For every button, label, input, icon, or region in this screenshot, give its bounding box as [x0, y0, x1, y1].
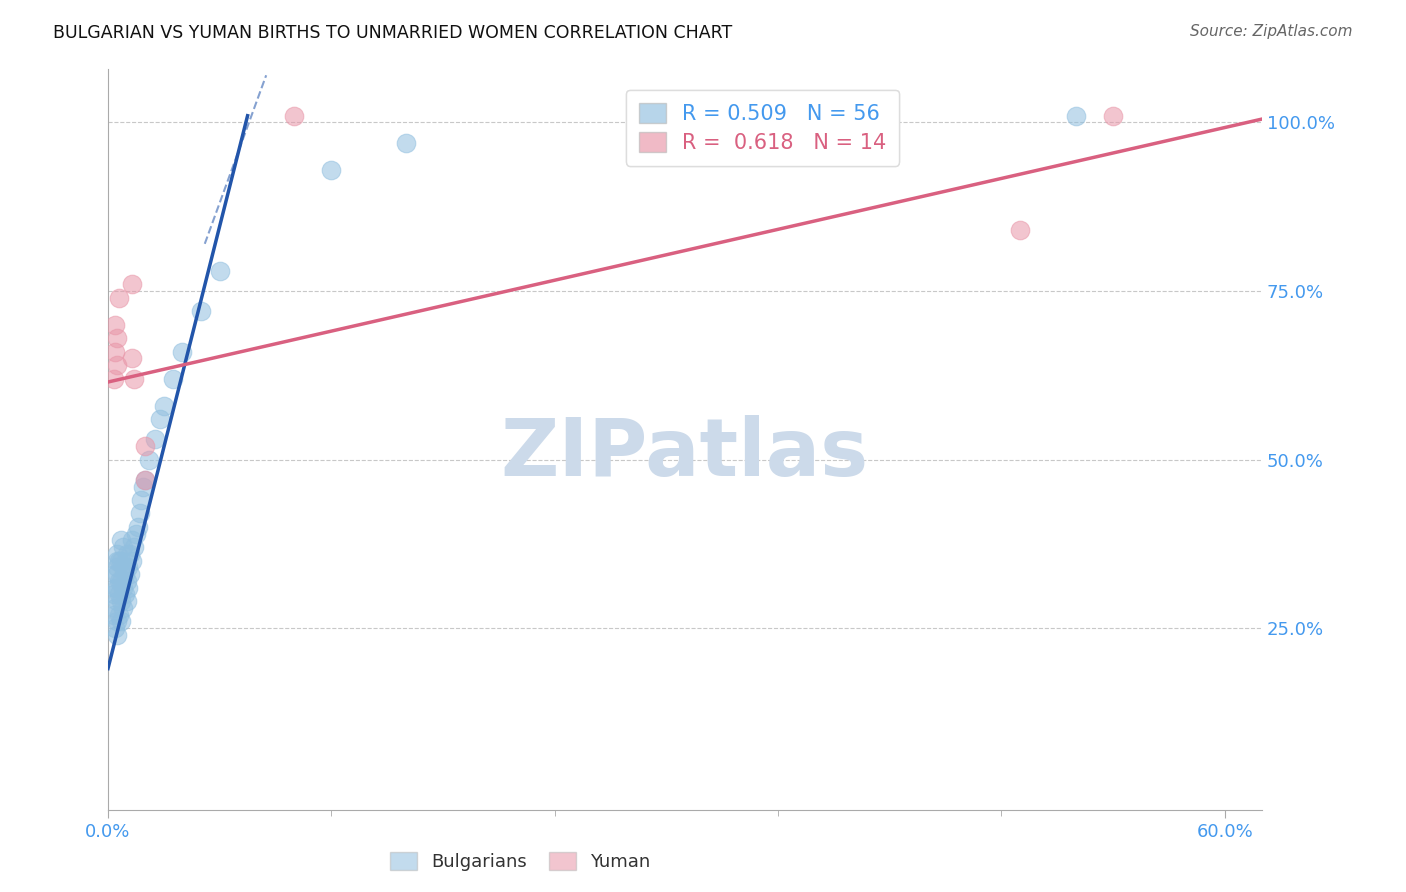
Point: [122, 540, 145, 554]
Point: [105, 594, 128, 608]
Point: [153, 399, 176, 413]
Point: [104, 621, 127, 635]
Text: Source: ZipAtlas.com: Source: ZipAtlas.com: [1189, 24, 1353, 39]
Point: [120, 567, 142, 582]
Point: [1064, 109, 1087, 123]
Point: [111, 540, 134, 554]
Point: [121, 554, 143, 568]
Point: [105, 567, 128, 582]
Text: ZIPatlas: ZIPatlas: [501, 415, 869, 493]
Point: [103, 587, 125, 601]
Point: [114, 567, 136, 582]
Point: [149, 412, 172, 426]
Point: [104, 318, 127, 332]
Point: [115, 574, 138, 588]
Point: [108, 607, 131, 622]
Point: [108, 554, 131, 568]
Point: [108, 291, 131, 305]
Point: [131, 493, 153, 508]
Point: [172, 344, 194, 359]
Point: [110, 533, 132, 548]
Point: [108, 587, 131, 601]
Point: [127, 520, 149, 534]
Point: [105, 581, 128, 595]
Point: [120, 547, 142, 561]
Point: [104, 581, 127, 595]
Point: [105, 628, 128, 642]
Point: [111, 581, 134, 595]
Point: [125, 526, 148, 541]
Point: [111, 600, 134, 615]
Point: [138, 452, 160, 467]
Point: [104, 567, 127, 582]
Point: [105, 554, 128, 568]
Point: [105, 560, 128, 574]
Point: [115, 594, 138, 608]
Text: BULGARIAN VS YUMAN BIRTHS TO UNMARRIED WOMEN CORRELATION CHART: BULGARIAN VS YUMAN BIRTHS TO UNMARRIED W…: [53, 24, 733, 42]
Point: [121, 533, 143, 548]
Point: [190, 304, 212, 318]
Point: [208, 264, 231, 278]
Point: [121, 351, 143, 366]
Point: [110, 554, 132, 568]
Point: [111, 560, 134, 574]
Point: [143, 433, 166, 447]
Point: [134, 473, 156, 487]
Point: [162, 371, 184, 385]
Point: [103, 607, 125, 622]
Point: [110, 615, 132, 629]
Point: [103, 371, 125, 385]
Legend: Bulgarians, Yuman: Bulgarians, Yuman: [382, 846, 658, 879]
Point: [115, 547, 138, 561]
Point: [134, 473, 156, 487]
Point: [121, 277, 143, 292]
Point: [128, 507, 150, 521]
Point: [117, 581, 139, 595]
Legend: R = 0.509   N = 56, R =  0.618   N = 14: R = 0.509 N = 56, R = 0.618 N = 14: [626, 90, 898, 166]
Point: [104, 600, 127, 615]
Point: [108, 574, 131, 588]
Point: [1008, 223, 1031, 237]
Point: [117, 560, 139, 574]
Point: [105, 547, 128, 561]
Point: [114, 587, 136, 601]
Point: [134, 439, 156, 453]
Point: [395, 136, 418, 150]
Point: [321, 162, 343, 177]
Point: [105, 331, 128, 345]
Point: [283, 109, 305, 123]
Point: [122, 371, 145, 385]
Point: [104, 344, 127, 359]
Point: [105, 358, 128, 372]
Point: [1102, 109, 1125, 123]
Point: [105, 615, 128, 629]
Point: [110, 574, 132, 588]
Point: [132, 479, 155, 493]
Point: [110, 594, 132, 608]
